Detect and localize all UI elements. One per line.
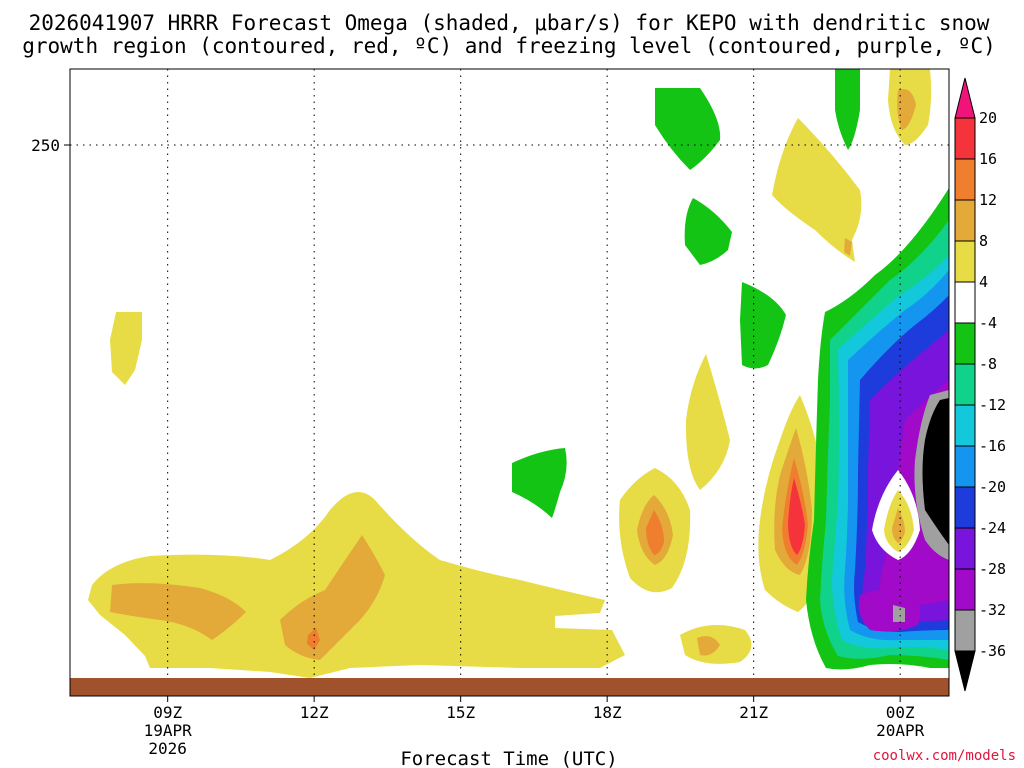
chart-title-line1: 2026041907 HRRR Forecast Omega (shaded, … bbox=[29, 11, 990, 35]
colorbar-box bbox=[954, 322, 976, 365]
colorbar-label: -36 bbox=[979, 642, 1006, 660]
omega-shading bbox=[88, 69, 949, 678]
colorbar-top-triangle bbox=[954, 77, 976, 119]
colorbar-bottom-triangle bbox=[954, 650, 976, 692]
y-axis: 2503003504004505005506006507007508008509… bbox=[31, 136, 70, 155]
x-tick-label: 12Z bbox=[300, 703, 329, 722]
x-tick-label: 09Z bbox=[153, 703, 182, 722]
x-tick-date: 20APR bbox=[876, 721, 925, 740]
omega-area bbox=[280, 535, 385, 660]
grid-lines bbox=[70, 69, 949, 696]
colorbar-label: -20 bbox=[979, 478, 1006, 496]
x-tick-year: 2026 bbox=[148, 739, 187, 758]
plot-border bbox=[69, 68, 950, 697]
colorbar-box bbox=[954, 117, 976, 160]
credit-text: coolwx.com/models bbox=[873, 748, 1016, 764]
chart-title-line2: growth region (contoured, red, ºC) and f… bbox=[22, 34, 996, 58]
colorbar-label: -4 bbox=[979, 314, 997, 332]
omega-area bbox=[646, 510, 664, 555]
y-tick-label: 250 bbox=[31, 136, 60, 155]
colorbar-label: 16 bbox=[979, 150, 997, 168]
colorbar-box bbox=[954, 404, 976, 447]
colorbar-box bbox=[954, 199, 976, 242]
omega-area bbox=[684, 198, 732, 265]
omega-area bbox=[512, 448, 567, 518]
omega-area bbox=[772, 118, 862, 262]
x-tick-label: 21Z bbox=[739, 703, 768, 722]
colorbar-label: -32 bbox=[979, 601, 1006, 619]
x-tick-label: 00Z bbox=[886, 703, 915, 722]
omega-area bbox=[740, 282, 786, 369]
colorbar-label: -24 bbox=[979, 519, 1006, 537]
x-axis-label: Forecast Time (UTC) bbox=[400, 748, 617, 768]
omega-area bbox=[892, 508, 905, 543]
omega-area bbox=[835, 69, 860, 150]
colorbar-label: 8 bbox=[979, 232, 988, 250]
omega-area bbox=[897, 89, 916, 130]
x-tick-date: 19APR bbox=[144, 721, 193, 740]
colorbar: 20 16 12 8 4 -4 -8 -12 -16 -20 -24 -28 -32 -36 bbox=[954, 77, 1006, 692]
colorbar-box bbox=[954, 158, 976, 201]
omega-area bbox=[922, 398, 949, 545]
omega-area bbox=[858, 589, 921, 632]
colorbar-label: 4 bbox=[979, 273, 988, 291]
colorbar-box bbox=[954, 281, 976, 324]
colorbar-box bbox=[954, 240, 976, 283]
omega-area bbox=[788, 478, 805, 555]
x-tick-label: 15Z bbox=[446, 703, 475, 722]
colorbar-label: -8 bbox=[979, 355, 997, 373]
colorbar-label: -12 bbox=[979, 396, 1006, 414]
omega-area bbox=[697, 636, 720, 656]
colorbar-label: 12 bbox=[979, 191, 997, 209]
omega-area bbox=[685, 354, 730, 490]
colorbar-box bbox=[954, 609, 976, 652]
colorbar-box bbox=[954, 527, 976, 570]
omega-area bbox=[844, 238, 852, 256]
omega-area bbox=[307, 628, 320, 650]
colorbar-box bbox=[954, 445, 976, 488]
colorbar-label: -16 bbox=[979, 437, 1006, 455]
omega-area bbox=[110, 312, 142, 385]
omega-area bbox=[110, 583, 246, 640]
colorbar-label: 20 bbox=[979, 109, 997, 127]
omega-area bbox=[655, 88, 721, 170]
terrain-ground bbox=[70, 678, 949, 696]
plot-area: -18-12-1200 bbox=[69, 68, 950, 697]
colorbar-box bbox=[954, 568, 976, 611]
colorbar-box bbox=[954, 486, 976, 529]
colorbar-box bbox=[954, 363, 976, 406]
colorbar-label: -28 bbox=[979, 560, 1006, 578]
x-tick-label: 18Z bbox=[593, 703, 622, 722]
omega-area bbox=[893, 605, 905, 622]
